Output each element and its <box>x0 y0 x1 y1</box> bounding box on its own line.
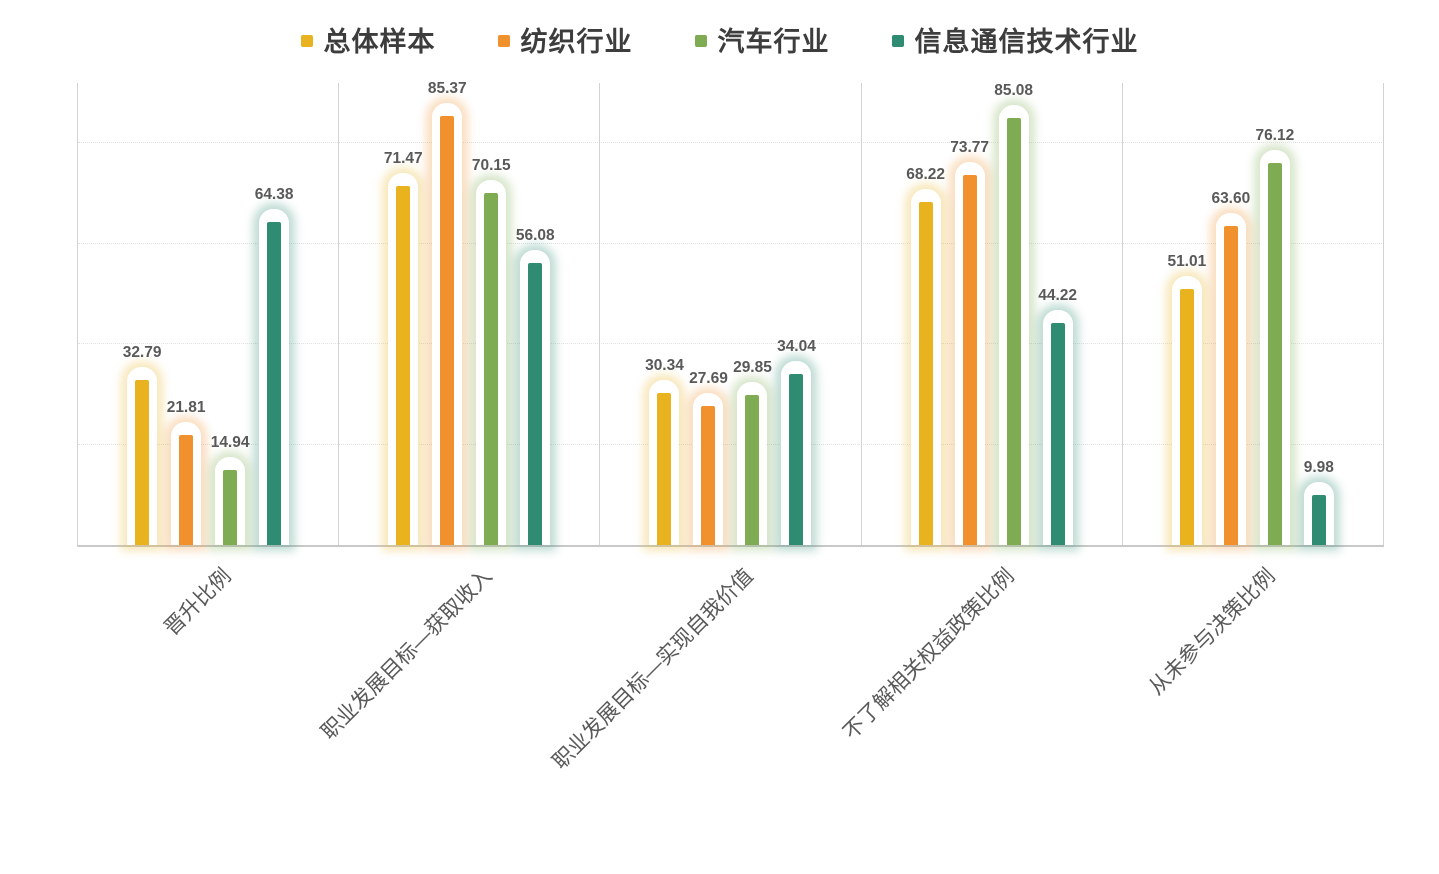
value-label: 56.08 <box>515 227 555 245</box>
bar-capsule: 71.47 <box>384 150 423 545</box>
bar-纺织行业 <box>1223 225 1238 545</box>
bar-汽车行业 <box>223 469 238 545</box>
value-label: 76.12 <box>1255 126 1295 144</box>
value-label: 73.77 <box>950 138 990 156</box>
bar-capsule: 29.85 <box>733 359 772 545</box>
bar-capsule: 32.79 <box>123 344 161 545</box>
x-axis-label: 从未参与决策比例 <box>1092 561 1280 700</box>
x-axis-label: 晋升比例 <box>132 561 236 641</box>
bar-总体样本 <box>918 202 933 545</box>
bar-capsule: 56.08 <box>516 227 555 545</box>
bar-总体样本 <box>657 392 672 545</box>
category-panel: 32.79 21.81 14.94 64.38 <box>78 83 340 545</box>
value-label: 14.94 <box>210 433 250 451</box>
bar-汽车行业 <box>745 395 760 545</box>
bar-纺织行业 <box>440 116 455 545</box>
legend: 总体样本 纺织行业 汽车行业 信息通信技术行业 <box>0 20 1439 59</box>
bar-汽车行业 <box>1006 117 1021 545</box>
value-label: 44.22 <box>1038 286 1078 304</box>
bar-capsule: 30.34 <box>645 357 684 545</box>
value-label: 70.15 <box>471 156 511 174</box>
x-axis-labels: 晋升比例 职业发展目标—获取收入 职业发展目标—实现自我价值 不了解相关权益政策比例从… <box>77 549 1383 869</box>
bar-capsule: 9.98 <box>1304 459 1334 545</box>
bar-capsule: 51.01 <box>1167 253 1206 545</box>
bar-capsule: 70.15 <box>472 157 511 545</box>
value-label: 32.79 <box>122 344 162 362</box>
legend-label: 汽车行业 <box>717 27 830 57</box>
legend-marker-icon <box>694 34 707 47</box>
value-label: 51.01 <box>1167 252 1207 270</box>
value-label: 68.22 <box>906 166 946 184</box>
bar-capsule: 21.81 <box>167 399 205 545</box>
category-panel: 51.01 63.60 76.12 9.98 <box>1123 83 1384 545</box>
x-axis-label-text: 职业发展目标—获取收入 <box>317 564 497 745</box>
value-label: 63.60 <box>1211 189 1251 207</box>
bar-capsule: 14.94 <box>211 434 249 545</box>
bar-汽车行业 <box>1267 162 1282 545</box>
value-label: 29.85 <box>733 359 772 377</box>
value-label: 21.81 <box>166 399 206 417</box>
bar-capsule: 64.38 <box>255 186 293 545</box>
bar-总体样本 <box>135 380 150 545</box>
bar-capsule: 85.37 <box>428 80 467 545</box>
value-label: 30.34 <box>645 356 684 374</box>
bar-capsule: 63.60 <box>1211 190 1250 545</box>
bar-信息通信技术行业 <box>1311 494 1326 545</box>
bar-capsule: 34.04 <box>777 338 816 545</box>
legend-marker-icon <box>497 34 510 47</box>
bar-capsule: 68.22 <box>906 166 945 545</box>
x-axis-label: 职业发展目标—实现自我价值 <box>465 561 757 774</box>
x-axis-label: 职业发展目标—获取收入 <box>246 561 497 745</box>
legend-marker-icon <box>300 34 313 47</box>
legend-item: 纺织行业 <box>497 20 633 59</box>
category-panel: 30.34 27.69 29.85 34.04 <box>600 83 862 545</box>
value-label: 85.37 <box>427 80 467 98</box>
legend-label: 纺织行业 <box>520 27 633 57</box>
bar-capsule: 85.08 <box>994 82 1033 545</box>
bar-信息通信技术行业 <box>789 374 804 545</box>
bar-纺织行业 <box>179 435 194 545</box>
legend-label: 信息通信技术行业 <box>914 27 1139 57</box>
value-label: 71.47 <box>383 150 423 168</box>
plot-area: 32.79 21.81 14.94 64.38 71.47 85.37 70.15 56.08… <box>77 80 1384 547</box>
x-axis-label-text: 晋升比例 <box>159 564 236 641</box>
bar-group: 71.47 85.37 70.15 56.08 <box>339 80 599 545</box>
x-axis-label: 不了解相关权益政策比例 <box>768 561 1019 745</box>
bar-信息通信技术行业 <box>267 221 282 545</box>
legend-item: 汽车行业 <box>694 20 830 59</box>
legend-marker-icon <box>891 34 904 47</box>
bar-纺织行业 <box>701 405 716 545</box>
bar-capsule: 27.69 <box>689 370 728 545</box>
bar-信息通信技术行业 <box>1050 322 1065 545</box>
bar-汽车行业 <box>484 192 499 545</box>
value-label: 9.98 <box>1303 458 1334 476</box>
legend-item: 信息通信技术行业 <box>891 20 1139 59</box>
value-label: 64.38 <box>254 185 294 203</box>
bar-信息通信技术行业 <box>528 263 543 545</box>
x-axis-label-text: 从未参与决策比例 <box>1145 564 1281 700</box>
x-axis-label-text: 不了解相关权益政策比例 <box>839 564 1020 745</box>
category-panel: 71.47 85.37 70.15 56.08 <box>339 80 601 545</box>
value-label: 34.04 <box>777 338 816 356</box>
x-axis-label-text: 职业发展目标—实现自我价值 <box>548 564 758 774</box>
bar-纺织行业 <box>962 174 977 545</box>
bar-capsule: 44.22 <box>1038 287 1077 545</box>
bar-group: 30.34 27.69 29.85 34.04 <box>600 83 860 545</box>
bar-capsule: 76.12 <box>1255 127 1294 545</box>
bar-group: 32.79 21.81 14.94 64.38 <box>78 83 338 545</box>
bar-总体样本 <box>1179 288 1194 545</box>
value-label: 85.08 <box>994 81 1034 99</box>
bar-group: 68.22 73.77 85.08 44.22 <box>862 82 1122 545</box>
legend-label: 总体样本 <box>323 27 436 57</box>
category-panel: 68.22 73.77 85.08 44.22 <box>862 82 1123 545</box>
legend-item: 总体样本 <box>300 20 436 59</box>
bar-group: 51.01 63.60 76.12 9.98 <box>1123 83 1383 545</box>
bar-capsule: 73.77 <box>950 139 989 545</box>
bar-总体样本 <box>396 186 411 545</box>
value-label: 27.69 <box>689 369 728 387</box>
